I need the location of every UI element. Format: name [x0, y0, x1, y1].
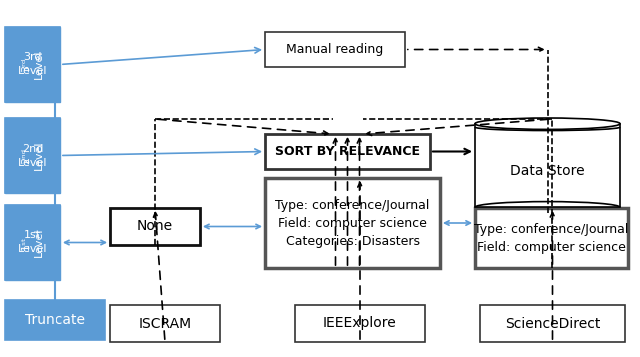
Bar: [265, 134, 430, 169]
Bar: [480, 305, 625, 342]
Text: Type: conference/Journal
Field: computer science: Type: conference/Journal Field: computer…: [474, 222, 628, 253]
Text: 3ʳᵈ
Level: 3ʳᵈ Level: [21, 50, 44, 79]
Bar: [265, 178, 440, 268]
Text: 2ⁿᵈ
Level: 2ⁿᵈ Level: [21, 141, 44, 170]
Bar: [475, 208, 628, 268]
Ellipse shape: [475, 118, 620, 129]
Text: SORT BY RELEVANCE: SORT BY RELEVANCE: [275, 145, 420, 158]
Bar: [5, 205, 60, 280]
Bar: [265, 32, 405, 67]
Text: Manual reading: Manual reading: [286, 43, 383, 56]
Bar: [5, 205, 60, 280]
Bar: [5, 118, 60, 193]
Bar: [110, 305, 220, 342]
Text: 2nd
Level: 2nd Level: [18, 144, 47, 167]
Bar: [5, 27, 60, 102]
Text: IEEExplore: IEEExplore: [323, 317, 397, 331]
Text: ScienceDirect: ScienceDirect: [505, 317, 600, 331]
Text: 1ˢᵗ
Level: 1ˢᵗ Level: [21, 228, 44, 257]
Bar: [475, 124, 620, 207]
Text: ISCRAM: ISCRAM: [138, 317, 191, 331]
Text: 1st
Level: 1st Level: [18, 231, 47, 255]
Bar: [5, 300, 105, 340]
Bar: [5, 27, 60, 102]
Text: 3rd
Level: 3rd Level: [18, 52, 47, 76]
Bar: [295, 305, 425, 342]
Text: Type: conference/Journal
Field: computer science
Categories: Disasters: Type: conference/Journal Field: computer…: [275, 198, 429, 247]
Text: Truncate: Truncate: [25, 313, 85, 327]
Text: None: None: [137, 220, 173, 233]
Bar: [110, 208, 200, 245]
Bar: [5, 118, 60, 193]
Text: Data Store: Data Store: [510, 164, 585, 178]
